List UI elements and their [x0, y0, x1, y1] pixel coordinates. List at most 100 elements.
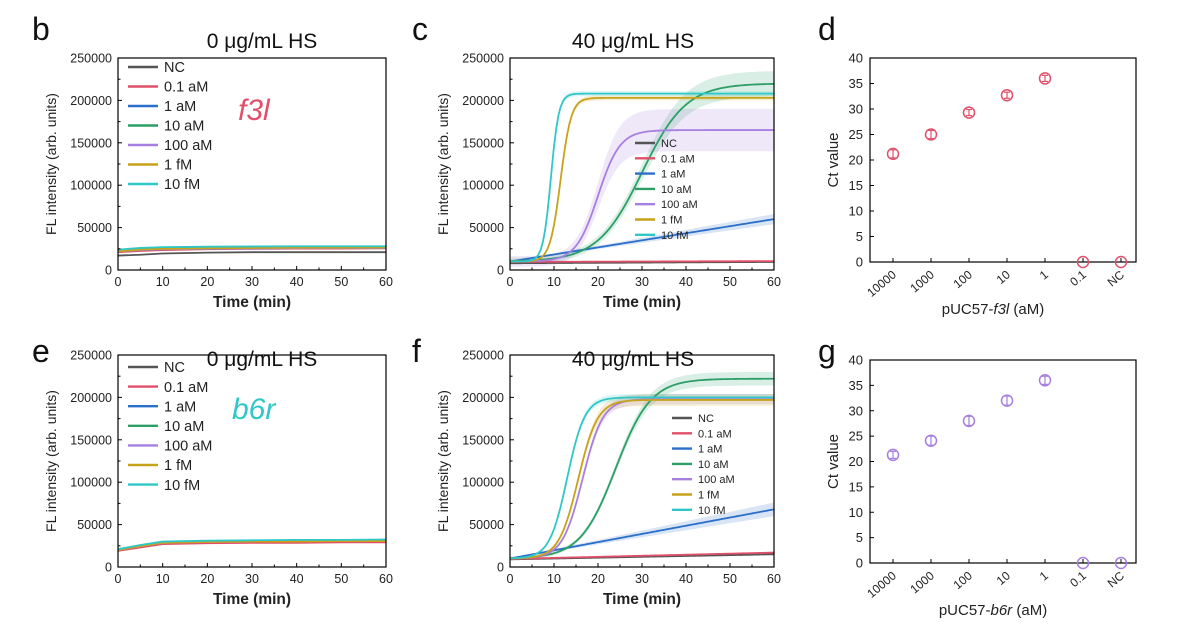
y-tick-label: 0	[497, 561, 504, 575]
x-tick-label: 20	[591, 572, 605, 586]
x-tick-label: 100	[951, 267, 976, 291]
y-tick-label: 5	[856, 530, 863, 545]
panel-g: 0 5 10 15 20 25 30 35 40 10000 1000 100 10 1 0.1 NC Ct v…	[818, 333, 1137, 619]
axes-frame	[117, 354, 387, 568]
x-tick-label: 30	[245, 572, 259, 586]
x-tick-label: 20	[591, 275, 605, 289]
legend-label: 0.1 aM	[164, 80, 208, 96]
panel-b: 0 50000 100000 150000 200000 250000 0 10 20 30 40 5…	[32, 11, 393, 311]
y-tick-label: 250000	[70, 52, 112, 66]
legend-label: 1 fM	[164, 158, 192, 174]
legend-label: 1 aM	[661, 169, 685, 181]
x-tick-label: 0.1	[1067, 568, 1089, 590]
y-tick-label: 50000	[77, 221, 112, 235]
x-axis-label: Time (min)	[603, 591, 681, 608]
data-point	[924, 128, 938, 141]
x-tick-label: 50	[723, 572, 737, 586]
y-tick-label: 15	[849, 178, 863, 193]
legend-label: 10 fM	[661, 230, 689, 242]
series-line	[509, 551, 775, 560]
x-tick-label: 50	[723, 275, 737, 289]
data-point	[962, 106, 976, 119]
y-tick-label: 250000	[462, 349, 504, 363]
data-point	[1114, 255, 1128, 269]
legend-label: NC	[164, 360, 185, 376]
y-tick-label: 0	[105, 264, 112, 278]
legend: NC 0.1 aM 1 aM 10 aM 100 aM 1 fM 10 fM	[128, 360, 212, 494]
x-tick-label: 0	[115, 275, 122, 289]
y-tick-label: 0	[856, 255, 863, 270]
x-axis-label-prefix: pUC57-	[942, 301, 994, 318]
series-band	[510, 371, 774, 560]
series-line	[117, 245, 386, 251]
y-tick-label: 150000	[70, 136, 112, 150]
legend-label: 10 aM	[164, 119, 204, 135]
y-tick-label: 35	[849, 378, 863, 393]
y-tick-label: 40	[849, 51, 863, 66]
data-point	[1076, 556, 1090, 570]
series-line	[509, 377, 775, 559]
panel-f: 0 50000 100000 150000 200000 250000 0 10 20 30 40 5…	[412, 333, 781, 608]
series-line	[117, 251, 386, 257]
x-tick-label: 10	[994, 267, 1013, 287]
panel-label: b	[32, 11, 50, 47]
data-point	[962, 414, 976, 428]
x-tick-label: 40	[679, 572, 693, 586]
x-axis-label-gene: f3l	[993, 301, 1010, 318]
x-tick-label: 1000	[907, 568, 937, 596]
series-line	[117, 246, 387, 253]
panel-label: f	[412, 333, 421, 369]
chart-title: 40 μg/mL HS	[572, 348, 694, 371]
panel-label: c	[412, 11, 428, 47]
y-tick-label: 40	[849, 353, 863, 368]
x-tick-label: 60	[767, 572, 781, 586]
y-tick-label: 10	[849, 505, 863, 520]
y-tick-label: 20	[849, 454, 863, 469]
y-axis-label: FL intensity (arb. units)	[435, 93, 451, 235]
x-tick-label: 10	[156, 572, 170, 586]
legend-label: 0.1 aM	[164, 380, 208, 396]
x-tick-label: 1	[1037, 267, 1051, 282]
y-tick-label: 10	[849, 204, 863, 219]
x-tick-label: 10000	[864, 267, 899, 299]
x-axis-label: pUC57-f3l (aM)	[942, 301, 1045, 318]
y-tick-label: 20	[849, 153, 863, 168]
y-axis-label: Ct value	[825, 434, 842, 489]
series-line	[117, 540, 386, 551]
series-band	[510, 502, 774, 559]
x-tick-label: 1	[1037, 568, 1051, 583]
y-tick-label: 100000	[462, 179, 504, 193]
x-axis-label: pUC57-b6r (aM)	[939, 602, 1047, 619]
y-axis-label: FL intensity (arb. units)	[435, 390, 451, 532]
x-tick-label: 10	[547, 275, 561, 289]
axes-frame	[869, 359, 1137, 564]
x-tick-label: 10	[547, 572, 561, 586]
x-tick-label: 30	[635, 572, 649, 586]
legend-label: 10 aM	[661, 184, 692, 196]
data-point	[1076, 255, 1090, 269]
y-tick-label: 150000	[462, 136, 504, 150]
series-line	[117, 541, 386, 552]
y-tick-label: 30	[849, 102, 863, 117]
legend: NC 0.1 aM 1 aM 10 aM 100 aM 1 fM 10 fM	[128, 60, 212, 193]
x-tick-label: 100	[951, 568, 976, 592]
series-line	[509, 396, 774, 560]
x-tick-label: 0	[507, 572, 514, 586]
x-tick-label: 40	[290, 275, 304, 289]
data-point	[1114, 556, 1128, 570]
x-axis-label-suffix: (aM)	[1009, 301, 1044, 318]
x-tick-label: 40	[290, 572, 304, 586]
y-tick-label: 200000	[70, 391, 112, 405]
y-tick-label: 25	[849, 127, 863, 142]
legend-label: 1 fM	[698, 489, 719, 501]
legend: NC 0.1 aM 1 aM 10 aM 100 aM 1 fM 10 fM	[672, 413, 735, 517]
legend-label: 10 fM	[698, 505, 726, 517]
legend-label: 10 aM	[698, 459, 729, 471]
data-point	[886, 448, 900, 462]
y-tick-label: 250000	[70, 349, 112, 363]
panel-c: 0 50000 100000 150000 200000 250000 0 10 20 30 40 5…	[412, 11, 781, 311]
legend-label: 100 aM	[698, 474, 735, 486]
legend-label: NC	[164, 60, 185, 76]
legend-label: NC	[661, 138, 677, 150]
